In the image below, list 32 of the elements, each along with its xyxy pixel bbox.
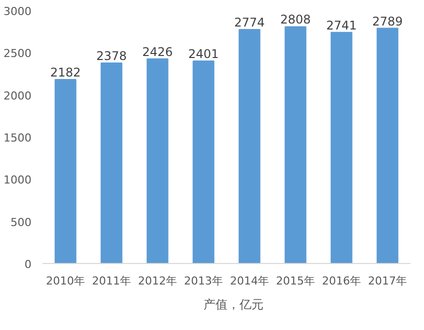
data-label: 2378 — [96, 48, 127, 63]
bar — [238, 29, 260, 264]
text: 产值，亿元 — [204, 296, 264, 314]
data-label: 2808 — [280, 12, 311, 27]
bar — [376, 28, 398, 264]
bar — [192, 60, 214, 264]
bar — [146, 58, 168, 264]
y-tick-label: 3000 — [4, 5, 32, 18]
y-tick-label: 0 — [24, 258, 32, 271]
bar — [100, 62, 122, 264]
bar — [284, 26, 306, 264]
x-tick-label: 2017年 — [368, 274, 408, 288]
x-tick-label: 2014年 — [230, 274, 270, 288]
x-tick-label: 2015年 — [276, 274, 316, 288]
data-label: 2401 — [188, 47, 219, 62]
y-tick-label: 1500 — [4, 132, 32, 144]
y-tick-label: 2500 — [4, 47, 32, 60]
x-tick-label: 2010年 — [46, 274, 86, 288]
data-label: 2789 — [372, 14, 403, 28]
data-label: 2774 — [234, 16, 265, 30]
data-label: 2182 — [50, 65, 81, 80]
bar — [54, 78, 76, 264]
x-tick-label: 2013年 — [184, 274, 224, 288]
x-tick-label: 2016年 — [322, 274, 362, 288]
bar — [330, 32, 352, 264]
y-tick-label: 1000 — [4, 174, 32, 187]
data-label: 2741 — [326, 18, 357, 32]
data-label: 2426 — [142, 44, 173, 59]
x-tick-label: 2011年 — [92, 274, 132, 288]
x-tick-label: 2012年 — [138, 274, 178, 288]
y-tick-label: 2000 — [4, 89, 32, 102]
y-tick-label: 500 — [10, 216, 32, 229]
